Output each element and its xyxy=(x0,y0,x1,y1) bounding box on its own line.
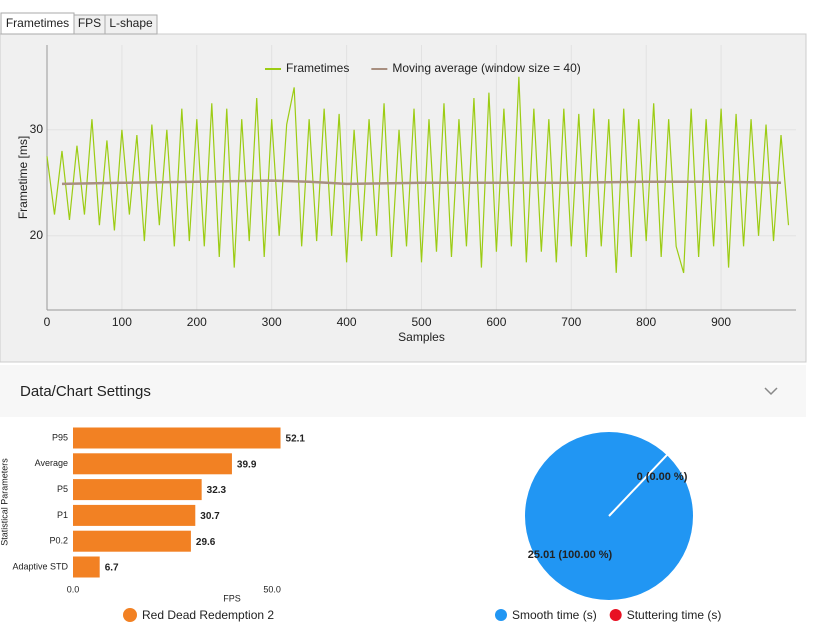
value-label: 39.9 xyxy=(237,459,257,470)
x-axis-label: Samples xyxy=(398,330,445,344)
value-label: 29.6 xyxy=(196,537,216,548)
legend-label: Stuttering time (s) xyxy=(627,608,722,622)
category-label: Average xyxy=(35,458,68,468)
value-label: 0 (0.00 %) xyxy=(637,471,688,483)
category-label: P0.2 xyxy=(49,536,68,546)
tab-label[interactable]: L-shape xyxy=(109,16,153,30)
legend-swatch xyxy=(495,609,507,621)
bar xyxy=(73,453,232,475)
x-tick-label: 0 xyxy=(44,315,51,329)
value-label: 52.1 xyxy=(286,434,306,445)
legend-swatch xyxy=(609,609,622,621)
x-tick-label: 400 xyxy=(337,315,357,329)
value-label: 25.01 (100.00 %) xyxy=(528,549,613,561)
y-tick-label: 30 xyxy=(30,122,44,136)
x-tick-label: 0.0 xyxy=(67,584,80,594)
x-tick-label: 50.0 xyxy=(263,584,281,594)
legend-swatch xyxy=(123,608,137,622)
legend-label: Frametimes xyxy=(286,61,349,75)
bar xyxy=(73,479,202,501)
category-label: Adaptive STD xyxy=(12,561,68,571)
bar xyxy=(73,504,196,526)
x-tick-label: 500 xyxy=(411,315,431,329)
category-label: P5 xyxy=(57,484,68,494)
series-line xyxy=(61,179,782,186)
y-axis-label: Statistical Parameters xyxy=(0,458,9,546)
legend-label: Red Dead Redemption 2 xyxy=(142,608,274,622)
settings-title: Data/Chart Settings xyxy=(20,383,151,400)
chevron[interactable] xyxy=(764,387,778,396)
x-tick-label: 300 xyxy=(262,315,282,329)
x-axis-label: FPS xyxy=(223,593,241,603)
value-label: 30.7 xyxy=(200,511,220,522)
bar xyxy=(73,427,281,449)
x-tick-label: 100 xyxy=(112,315,132,329)
x-tick-label: 900 xyxy=(711,315,731,329)
legend-label: Smooth time (s) xyxy=(512,608,597,622)
category-label: P1 xyxy=(57,510,68,520)
value-label: 32.3 xyxy=(207,485,227,496)
tab[interactable] xyxy=(104,14,158,35)
y-axis-label: Frametime [ms] xyxy=(16,136,30,219)
bar xyxy=(73,556,100,578)
y-tick-label: 20 xyxy=(30,228,44,242)
pie-slice xyxy=(608,454,668,517)
category-label: P95 xyxy=(52,432,68,442)
tab-label[interactable]: Frametimes xyxy=(6,16,69,30)
content: Frametimes FPS L-shape 0 100 200 300 400 500 600 7… xyxy=(0,12,796,622)
series-line xyxy=(46,76,790,274)
tab-label[interactable]: FPS xyxy=(78,16,101,30)
x-tick-label: 700 xyxy=(561,315,581,329)
x-tick-label: 200 xyxy=(187,315,207,329)
x-tick-label: 600 xyxy=(486,315,506,329)
x-tick-label: 800 xyxy=(636,315,656,329)
settings-header xyxy=(0,365,806,417)
legend-label: Moving average (window size = 40) xyxy=(392,61,580,75)
value-label: 6.7 xyxy=(105,563,119,574)
bar xyxy=(73,530,191,552)
